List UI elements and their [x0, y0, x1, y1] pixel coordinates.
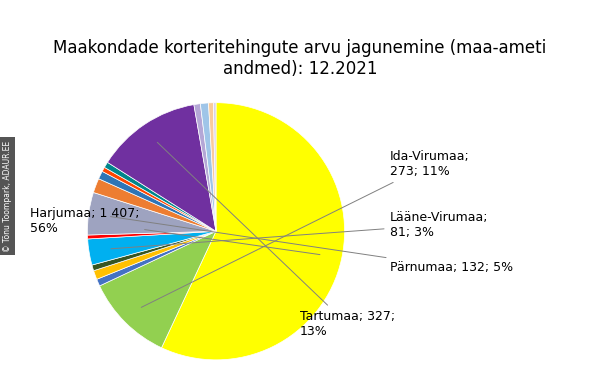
Wedge shape: [94, 179, 216, 231]
Wedge shape: [161, 103, 344, 360]
Text: Ida-Virumaa;
273; 11%: Ida-Virumaa; 273; 11%: [141, 151, 469, 307]
Wedge shape: [104, 162, 216, 231]
Wedge shape: [98, 171, 216, 231]
Wedge shape: [97, 231, 216, 286]
Text: Lääne-Virumaa;
81; 3%: Lääne-Virumaa; 81; 3%: [111, 211, 488, 249]
Wedge shape: [208, 103, 216, 231]
Wedge shape: [88, 231, 216, 239]
Wedge shape: [102, 167, 216, 231]
Text: Tartumaa; 327;
13%: Tartumaa; 327; 13%: [157, 142, 395, 338]
Wedge shape: [94, 231, 216, 279]
Wedge shape: [200, 103, 216, 231]
Text: Maakondade korteritehingute arvu jagunemine (maa-ameti
andmed): 12.2021: Maakondade korteritehingute arvu jagunem…: [53, 39, 547, 78]
Text: Harjumaa; 1 407;
56%: Harjumaa; 1 407; 56%: [29, 207, 320, 255]
Text: © Tõnu Toompark, ADAUR.EE: © Tõnu Toompark, ADAUR.EE: [2, 140, 12, 252]
Wedge shape: [88, 192, 216, 235]
Wedge shape: [214, 103, 216, 231]
Wedge shape: [92, 231, 216, 271]
Wedge shape: [100, 231, 216, 348]
Wedge shape: [88, 231, 216, 265]
Text: Pärnumaa; 132; 5%: Pärnumaa; 132; 5%: [110, 217, 513, 274]
Wedge shape: [194, 103, 216, 231]
Wedge shape: [107, 105, 216, 231]
